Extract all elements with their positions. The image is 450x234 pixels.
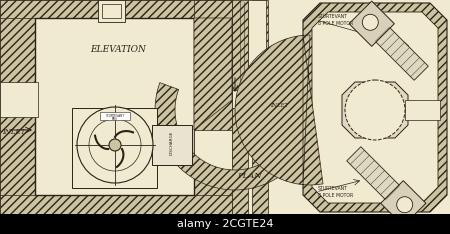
Polygon shape (194, 18, 232, 130)
Text: INLET: INLET (270, 103, 288, 108)
Bar (0, 195, 232, 215)
Polygon shape (346, 147, 403, 203)
Bar (194, 130, 232, 175)
Bar (72, 108, 157, 188)
Text: alamy - 2CGTE24: alamy - 2CGTE24 (177, 219, 273, 229)
Bar (102, 4, 121, 18)
Polygon shape (349, 1, 394, 46)
Bar (0, 0, 232, 18)
Polygon shape (235, 35, 323, 185)
Bar (252, 0, 268, 85)
Bar (232, 108, 248, 215)
Bar (35, 18, 194, 195)
Bar (0, 82, 38, 117)
Text: PLAN: PLAN (237, 172, 261, 180)
Circle shape (362, 14, 378, 30)
Bar (98, 0, 125, 22)
Polygon shape (381, 181, 426, 226)
Text: ELEVATION: ELEVATION (90, 45, 146, 54)
Text: STURTEVANT
8 POLE MOTOR: STURTEVANT 8 POLE MOTOR (318, 186, 353, 197)
Text: DISCHARGE: DISCHARGE (170, 131, 174, 155)
Bar (0, 0, 232, 215)
Polygon shape (372, 24, 428, 80)
Polygon shape (303, 3, 447, 212)
Bar (232, 0, 248, 90)
Bar (152, 125, 192, 165)
Polygon shape (312, 12, 438, 203)
Polygon shape (155, 83, 315, 190)
Polygon shape (342, 82, 408, 138)
Circle shape (77, 107, 153, 183)
Bar (0, 214, 450, 234)
Circle shape (397, 197, 413, 213)
Text: INLET: INLET (2, 128, 25, 136)
Bar (248, 0, 266, 84)
Text: STURTEVANT: STURTEVANT (105, 114, 125, 118)
Circle shape (89, 119, 141, 171)
Circle shape (109, 139, 121, 151)
Bar (105, 186, 127, 194)
Bar (252, 103, 268, 215)
Bar (100, 112, 130, 120)
Circle shape (345, 80, 405, 140)
Bar (405, 100, 440, 120)
Text: FAN: FAN (112, 117, 118, 121)
Text: STURTEVANT
8 POLE MOTOR: STURTEVANT 8 POLE MOTOR (318, 15, 353, 26)
Bar (0, 0, 35, 215)
Bar (194, 0, 232, 215)
